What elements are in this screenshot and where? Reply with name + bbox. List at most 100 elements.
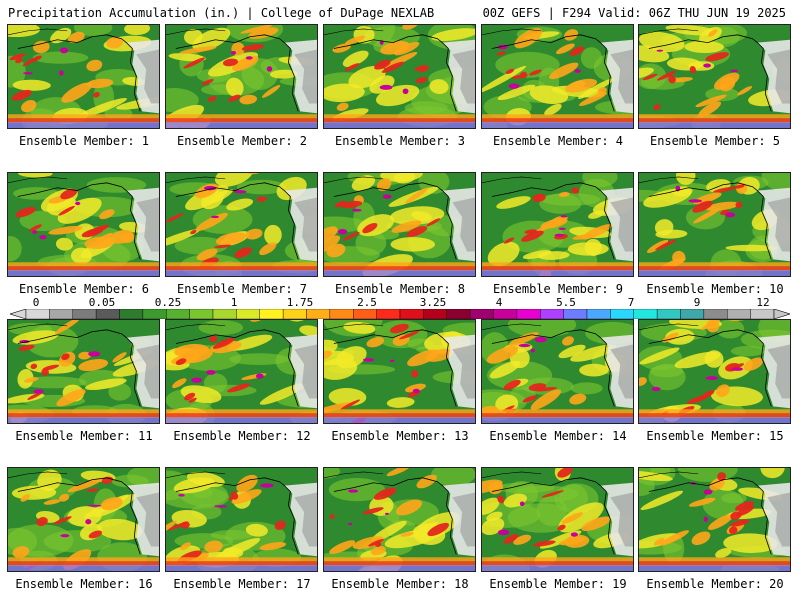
precip-map (482, 320, 633, 423)
precip-area (8, 235, 22, 262)
colorbar-swatch (633, 309, 658, 319)
precip-area (166, 561, 317, 566)
precip-area (370, 546, 386, 556)
precip-area (482, 122, 633, 128)
map-panel (481, 467, 634, 572)
map-panel (323, 172, 476, 277)
precip-map (324, 173, 475, 276)
precip-area (693, 207, 721, 224)
precip-area (561, 512, 584, 524)
precip-map (639, 468, 790, 571)
member-label: Ensemble Member: 3 (334, 134, 466, 148)
precip-area (326, 243, 346, 258)
precip-area (204, 185, 217, 191)
land-area (452, 344, 475, 399)
precip-area (184, 392, 196, 401)
precip-map (8, 468, 159, 571)
precip-map (166, 173, 317, 276)
precip-area (61, 82, 92, 103)
coastline (491, 477, 615, 555)
coastline (8, 323, 68, 331)
precip-area (334, 201, 347, 208)
colorbar-swatch (72, 309, 97, 319)
precip-area (8, 25, 41, 38)
colorbar-tick-label: 5.5 (556, 296, 576, 309)
precip-area (195, 212, 228, 232)
member-label: Ensemble Member: 12 (173, 429, 311, 443)
precip-area (482, 413, 633, 418)
precip-area (33, 389, 44, 394)
precip-area (15, 207, 36, 218)
coastline (482, 176, 542, 184)
land-area (610, 492, 633, 547)
precip-area (196, 248, 218, 261)
land-area (452, 197, 475, 252)
precip-area (166, 520, 177, 534)
precip-area (570, 344, 617, 362)
precip-area (497, 495, 505, 504)
coastline (482, 471, 542, 479)
colorbar-swatch (236, 309, 260, 319)
precip-area (352, 536, 385, 550)
precip-area (558, 502, 604, 533)
member-label: Ensemble Member: 8 (334, 282, 466, 296)
precip-area (522, 395, 537, 403)
precip-area (223, 547, 244, 558)
land-area (294, 197, 317, 252)
colorbar (10, 309, 790, 319)
map-panel (481, 319, 634, 424)
precip-area (554, 233, 564, 237)
precip-map (639, 320, 790, 423)
precip-area (88, 530, 103, 539)
precip-area (86, 177, 147, 193)
coastline (17, 477, 141, 555)
coastline (491, 329, 615, 407)
precip-area (230, 50, 237, 55)
precip-area (386, 468, 411, 477)
precip-map (166, 320, 317, 423)
precip-area (706, 320, 720, 333)
precip-area (324, 83, 365, 103)
precip-area (508, 83, 520, 89)
precip-area (50, 27, 72, 44)
precip-area (391, 220, 422, 233)
precip-area (386, 397, 415, 408)
precip-area (36, 517, 48, 527)
precip-area (705, 376, 719, 381)
member-label: Ensemble Member: 2 (176, 134, 308, 148)
precip-area (581, 224, 613, 240)
precip-area (225, 77, 244, 97)
colorbar-swatch (469, 309, 494, 319)
precip-area (640, 490, 683, 511)
precip-area (565, 78, 598, 93)
precip-area (730, 69, 739, 73)
precip-area (99, 209, 115, 220)
precip-area (705, 52, 729, 62)
precip-area (39, 235, 47, 240)
colorbar-swatch (282, 309, 307, 319)
coastline (491, 34, 615, 112)
colorbar-swatch (95, 309, 120, 319)
precip-area (362, 358, 375, 362)
precip-area (324, 413, 475, 418)
precip-area (85, 378, 127, 391)
precip-area (427, 522, 449, 537)
precip-area (93, 92, 100, 98)
precip-area (67, 31, 85, 44)
precip-area (377, 178, 392, 192)
precip-area (709, 478, 725, 491)
precip-area (166, 266, 317, 271)
map-panel (638, 24, 791, 129)
precip-area (389, 359, 395, 363)
coastline (324, 176, 384, 184)
colorbar-swatch (119, 309, 144, 319)
precip-area (713, 72, 740, 90)
member-label: Ensemble Member: 20 (646, 577, 784, 591)
precip-area (497, 84, 536, 101)
precip-area (528, 383, 547, 391)
coastline (8, 176, 68, 184)
precip-area (703, 516, 708, 522)
coastline (482, 323, 542, 331)
precip-area (11, 89, 32, 101)
land-area (767, 197, 790, 252)
